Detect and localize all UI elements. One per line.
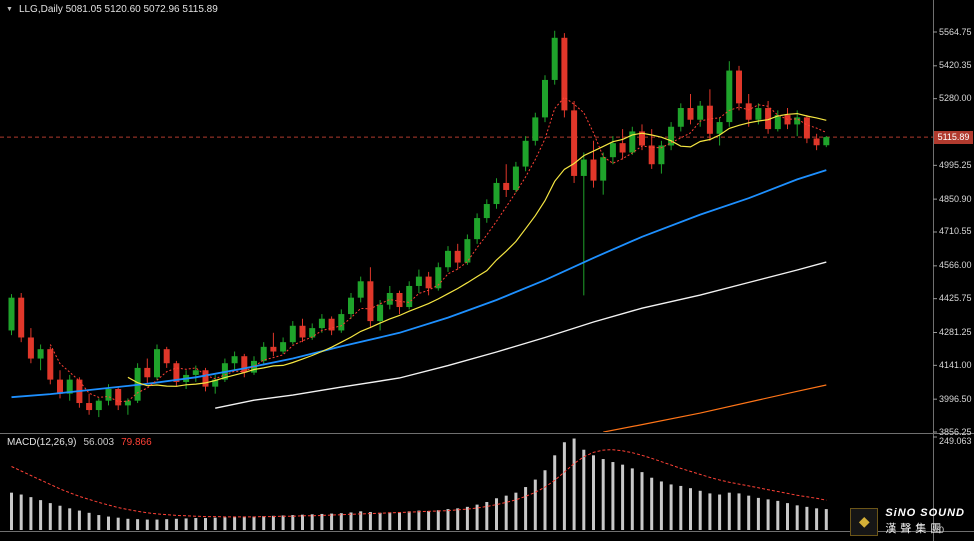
logo-name-cn: 漢聲集團 bbox=[885, 523, 946, 535]
sino-sound-logo: ◆ SiNO SOUND 漢聲集團 bbox=[850, 507, 965, 536]
macd-indicator-label: MACD(12,26,9) 56.003 79.866 bbox=[7, 437, 152, 448]
ma-blue-line bbox=[11, 169, 827, 399]
symbol-ohlc-header: ▼ LLG,Daily 5081.05 5120.60 5072.96 5115… bbox=[6, 4, 218, 15]
price-tick-label: 3996.50 bbox=[939, 393, 972, 404]
price-tick-label: 4141.00 bbox=[939, 359, 972, 370]
symbol-ohlc-text: LLG,Daily 5081.05 5120.60 5072.96 5115.8… bbox=[18, 4, 218, 15]
candles bbox=[8, 30, 830, 418]
chevron-down-icon[interactable]: ▼ bbox=[6, 5, 13, 13]
price-tick-label: 4850.90 bbox=[939, 193, 972, 204]
macd-main-value: 56.003 bbox=[83, 437, 115, 448]
price-tick-label: 5420.35 bbox=[939, 60, 972, 71]
current-price-tag: 5115.89 bbox=[934, 130, 973, 144]
macd-level-label: 0 bbox=[939, 524, 945, 535]
price-tick-label: 4425.75 bbox=[939, 293, 972, 304]
ma-orange-line bbox=[603, 384, 827, 432]
price-tick-label: 4995.25 bbox=[939, 159, 972, 170]
macd-level-label: 249.063 bbox=[939, 436, 972, 446]
price-tick-label: 4710.55 bbox=[939, 226, 972, 237]
price-tick-label: 4281.25 bbox=[939, 327, 972, 337]
ma-yellow-line bbox=[127, 112, 827, 387]
ma-red-line bbox=[49, 96, 827, 403]
price-tick-label: 4566.00 bbox=[939, 260, 972, 271]
logo-text: SiNO SOUND 漢聲集團 bbox=[885, 507, 965, 536]
macd-signal-value: 79.866 bbox=[121, 437, 152, 448]
ma-white-line bbox=[215, 261, 827, 409]
diamond-logo-icon: ◆ bbox=[850, 507, 879, 536]
price-tick-label: 5280.00 bbox=[939, 93, 972, 104]
macd-pane[interactable] bbox=[10, 438, 828, 530]
price-tick-label: 5564.75 bbox=[939, 26, 972, 37]
price-tick-label: 3856.25 bbox=[939, 426, 972, 437]
price-pane[interactable] bbox=[0, 30, 933, 432]
macd-name: MACD(12,26,9) bbox=[7, 437, 77, 448]
macd-signal-line bbox=[11, 449, 827, 518]
diamond-glyph: ◆ bbox=[858, 513, 870, 529]
logo-name: SiNO SOUND bbox=[885, 507, 965, 519]
